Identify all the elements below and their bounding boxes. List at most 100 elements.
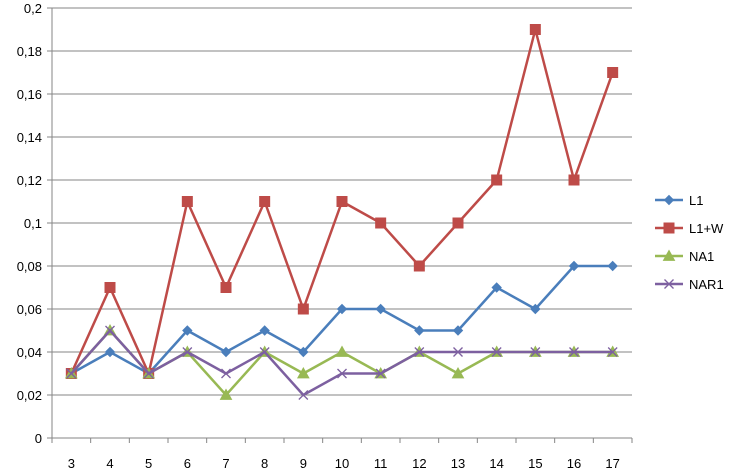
data-point-x-stroke [664, 279, 674, 289]
x-tick-label: 10 [335, 456, 349, 471]
data-point-square [336, 196, 348, 207]
legend-item: NAR1 [655, 277, 724, 292]
data-point-square [491, 174, 503, 186]
legend-label: L1 [689, 193, 703, 208]
data-point-x [569, 347, 579, 357]
data-point-triangle [335, 345, 349, 357]
y-tick-label: 0,04 [17, 345, 42, 360]
legend-item: NA1 [655, 249, 714, 264]
data-point-x [607, 347, 618, 357]
data-point-x [105, 325, 115, 336]
data-point-x [491, 347, 502, 357]
data-point-x [259, 347, 270, 357]
y-tick-label: 0,14 [17, 130, 42, 145]
data-point-x [66, 368, 77, 379]
x-tick-label: 8 [261, 456, 268, 471]
x-axis-tick-labels: 3 4 5 6 7 8 9 10 11 12 13 14 15 16 17 [68, 456, 620, 471]
data-point-x-stroke [221, 368, 231, 379]
data-point-x-stroke [143, 368, 154, 379]
data-point-square [181, 196, 193, 207]
data-point-x [375, 368, 386, 379]
data-point-square [104, 282, 116, 293]
data-point-triangle [451, 366, 465, 379]
data-point-diamond [259, 325, 270, 336]
data-point-square [607, 67, 619, 78]
data-point-x [530, 347, 541, 357]
series-line [70, 329, 613, 397]
data-point-square [413, 260, 425, 272]
legend-label: NAR1 [689, 277, 724, 292]
y-tick-label: 0,1 [24, 216, 42, 231]
legend: L1 L1+W NA1 NAR1 [655, 193, 724, 292]
data-point-x-stroke [66, 368, 77, 379]
data-point-x [143, 368, 154, 379]
legend-item: L1 [655, 193, 703, 208]
data-point-x [182, 347, 193, 357]
data-point-square [220, 282, 232, 293]
x-tick-label: 11 [374, 456, 388, 471]
data-point-diamond [491, 282, 502, 293]
data-point-square [663, 222, 675, 234]
data-point-square [568, 174, 580, 186]
data-point-x-stroke [491, 347, 502, 357]
x-tick-label: 17 [605, 456, 619, 471]
data-point-diamond [298, 346, 309, 358]
axes [47, 7, 633, 443]
legend-item: L1+W [655, 221, 724, 236]
series-line [70, 329, 613, 397]
data-point-x-stroke [414, 347, 425, 357]
y-tick-label: 0,02 [17, 388, 42, 403]
data-point-diamond [336, 303, 348, 315]
series-l1-w [65, 24, 619, 379]
x-tick-label: 13 [451, 456, 465, 471]
data-point-diamond [568, 260, 580, 272]
data-point-x [298, 390, 309, 400]
y-tick-label: 0 [35, 431, 42, 446]
legend-label: NA1 [689, 249, 714, 264]
y-axis-tick-labels: 0 0,02 0,04 0,06 0,08 0,1 0,12 0,14 0,16 0,18 0,2 [17, 1, 42, 446]
x-tick-label: 3 [68, 456, 75, 471]
data-point-diamond [607, 260, 618, 272]
y-tick-label: 0,18 [17, 44, 42, 59]
data-point-diamond [375, 303, 386, 315]
data-point-diamond [663, 194, 675, 206]
series-na1 [64, 323, 620, 400]
data-point-diamond [220, 346, 232, 358]
x-tick-label: 4 [106, 456, 113, 471]
data-point-x [337, 368, 347, 379]
gridlines [52, 7, 632, 396]
data-point-square [259, 196, 271, 207]
y-tick-label: 0,08 [17, 259, 42, 274]
data-point-x-stroke [569, 347, 579, 357]
x-tick-label: 12 [412, 456, 426, 471]
data-point-x-stroke [530, 347, 541, 357]
x-tick-label: 9 [300, 456, 307, 471]
data-point-triangle [296, 366, 310, 379]
data-point-x-stroke [607, 347, 618, 357]
y-tick-label: 0,16 [17, 87, 42, 102]
data-point-x [221, 368, 231, 379]
x-tick-label: 16 [567, 456, 581, 471]
x-tick-label: 7 [222, 456, 229, 471]
x-tick-label: 15 [528, 456, 542, 471]
data-point-x [414, 347, 425, 357]
data-point-diamond [104, 346, 116, 358]
x-tick-label: 6 [184, 456, 191, 471]
data-point-x-stroke [259, 347, 270, 357]
data-point-x-stroke [375, 368, 386, 379]
data-point-diamond [530, 303, 541, 315]
data-point-square [297, 303, 309, 315]
y-tick-label: 0,06 [17, 302, 42, 317]
data-point-square [529, 24, 541, 35]
y-tick-label: 0,12 [17, 173, 42, 188]
legend-label: L1+W [689, 221, 724, 236]
data-point-x-stroke [105, 325, 115, 336]
data-point-x [664, 279, 674, 289]
data-point-x-stroke [182, 347, 193, 357]
data-point-diamond [452, 325, 464, 336]
data-point-x-stroke [453, 347, 463, 357]
x-tick-label: 5 [145, 456, 152, 471]
series-nar1 [66, 325, 618, 400]
data-point-triangle [219, 388, 233, 400]
